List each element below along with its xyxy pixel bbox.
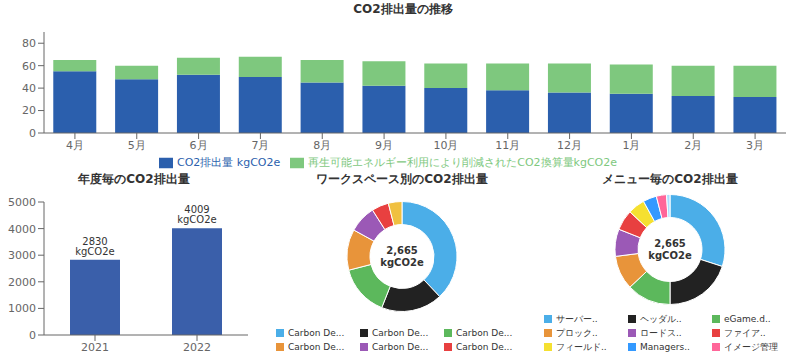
html-text:kgCO2e: kgCO2e xyxy=(648,249,692,261)
html-text:ヘッダル..: ヘッダル.. xyxy=(640,313,682,324)
html-text:Carbon De...: Carbon De... xyxy=(288,328,345,338)
html-text:eGame.d..: eGame.d.. xyxy=(724,314,771,324)
svg-text:2022: 2022 xyxy=(183,341,211,354)
svg-text:80: 80 xyxy=(22,37,36,50)
html-text:Carbon De...: Carbon De... xyxy=(372,328,429,338)
svg-text:60: 60 xyxy=(22,60,36,73)
svg-text:6月: 6月 xyxy=(190,139,208,152)
svg-text:2021: 2021 xyxy=(81,341,109,354)
html-text:2,665: 2,665 xyxy=(654,237,686,249)
svg-text:4000: 4000 xyxy=(8,223,36,236)
html-text:CO2排出量の推移: CO2排出量の推移 xyxy=(353,2,453,16)
html-text:イメージ管理: イメージ管理 xyxy=(724,341,778,352)
html-text:ロードス..: ロードス.. xyxy=(640,327,682,338)
svg-text:1000: 1000 xyxy=(8,302,36,315)
html-text:2,665: 2,665 xyxy=(386,244,418,256)
svg-text:3月: 3月 xyxy=(746,139,764,152)
html-text:CO2排出量 kgCO2e: CO2排出量 kgCO2e xyxy=(177,156,281,169)
html-text:kgCO2e: kgCO2e xyxy=(380,256,424,268)
svg-text:4009kgCO2e: 4009kgCO2e xyxy=(177,204,217,225)
svg-text:0: 0 xyxy=(29,127,36,140)
svg-text:10月: 10月 xyxy=(433,139,458,152)
svg-text:8月: 8月 xyxy=(313,139,331,152)
html-text:Managers..: Managers.. xyxy=(640,342,690,352)
svg-text:2000: 2000 xyxy=(8,276,36,289)
html-text:プロック..: プロック.. xyxy=(556,327,598,338)
svg-text:7月: 7月 xyxy=(251,139,269,152)
svg-text:0: 0 xyxy=(29,329,36,342)
svg-text:4月: 4月 xyxy=(66,139,84,152)
svg-text:11月: 11月 xyxy=(495,139,520,152)
html-text:フィールド..: フィールド.. xyxy=(556,341,607,352)
html-text:ファイア..: ファイア.. xyxy=(724,327,766,338)
svg-text:9月: 9月 xyxy=(375,139,393,152)
svg-text:40: 40 xyxy=(22,82,36,95)
html-text:再生可能エネルギー利用により削減されたCO2換算量kgCO2: 再生可能エネルギー利用により削減されたCO2換算量kgCO2e xyxy=(308,156,617,169)
svg-text:1月: 1月 xyxy=(622,139,640,152)
html-text:Carbon De...: Carbon De... xyxy=(456,328,513,338)
svg-text:12月: 12月 xyxy=(557,139,582,152)
svg-text:20: 20 xyxy=(22,104,36,117)
html-text:Carbon De...: Carbon De... xyxy=(372,342,429,352)
html-text:サーバー..: サーバー.. xyxy=(556,313,598,324)
html-text:Carbon De...: Carbon De... xyxy=(456,342,513,352)
html-text:Carbon De...: Carbon De... xyxy=(288,342,345,352)
svg-text:2830kgCO2e: 2830kgCO2e xyxy=(75,236,115,257)
svg-text:3000: 3000 xyxy=(8,249,36,262)
svg-text:5月: 5月 xyxy=(128,139,146,152)
html-text:ワークスペース別のCO2排出量: ワークスペース別のCO2排出量 xyxy=(316,172,488,186)
svg-text:5000: 5000 xyxy=(8,196,36,209)
html-text:メニュー毎のCO2排出量: メニュー毎のCO2排出量 xyxy=(602,172,738,186)
html-text:年度毎のCO2排出量: 年度毎のCO2排出量 xyxy=(78,172,190,186)
svg-text:2月: 2月 xyxy=(684,139,702,152)
